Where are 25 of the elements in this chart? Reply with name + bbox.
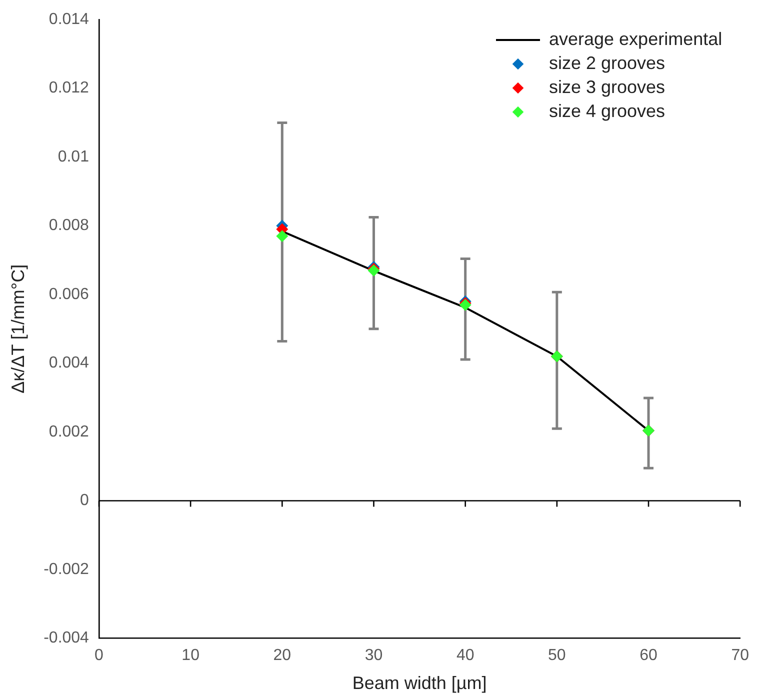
x-tick-label: 0 bbox=[94, 647, 104, 664]
legend-label: size 3 grooves bbox=[549, 77, 666, 98]
x-tick-label: 70 bbox=[731, 647, 750, 664]
y-tick-label: 0.012 bbox=[48, 80, 90, 97]
x-axis-title: Beam width [µm] bbox=[352, 673, 487, 694]
x-tick-label: 60 bbox=[640, 647, 658, 664]
x-tick-label: 40 bbox=[456, 647, 474, 664]
y-tick-label: -0.002 bbox=[44, 560, 90, 578]
legend-label: average experimental bbox=[549, 29, 722, 50]
x-tick-label: 20 bbox=[273, 647, 292, 664]
y-tick-label: 0.008 bbox=[48, 217, 90, 234]
y-tick-label: 0.014 bbox=[48, 11, 90, 28]
x-tick-label: 30 bbox=[364, 647, 383, 664]
point bbox=[276, 230, 288, 242]
legend-label: size 4 grooves bbox=[549, 101, 666, 122]
legend-label: size 2 grooves bbox=[549, 53, 666, 74]
x-tick-label: 10 bbox=[182, 647, 200, 664]
y-tick-label: 0.002 bbox=[48, 423, 90, 440]
y-tick-label: 0.006 bbox=[48, 286, 90, 303]
y-axis-title: Δκ/ΔT [1/mm°C] bbox=[8, 264, 28, 394]
y-tick-label: 0.01 bbox=[58, 148, 90, 166]
y-tick-label: 0 bbox=[80, 492, 90, 510]
x-tick-label: 50 bbox=[548, 647, 566, 664]
y-tick-label: 0.004 bbox=[48, 354, 90, 372]
y-tick-label: -0.004 bbox=[44, 630, 90, 647]
